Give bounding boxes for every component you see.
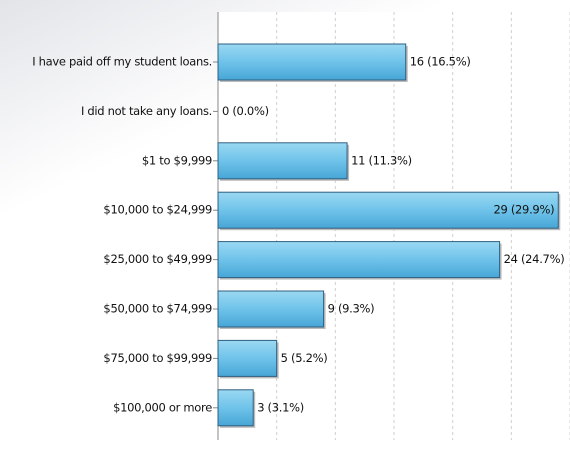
y-tick-label: I have paid off my student loans. [32,55,212,69]
value-label: 24 (24.7%) [504,252,565,266]
y-tick-label: $1 to $9,999 [142,153,212,167]
y-tick-label: $100,000 or more [113,400,212,414]
bar [217,142,348,180]
value-label: 3 (3.1%) [257,400,304,414]
value-label: 9 (9.3%) [328,302,375,316]
y-tick-label: I did not take any loans. [81,104,212,118]
y-tick-label: $25,000 to $49,999 [103,252,212,266]
bar [217,290,325,328]
y-tick-label: $50,000 to $74,999 [103,302,212,316]
bar [217,339,278,377]
y-tick-label: $75,000 to $99,999 [103,351,212,365]
bar [217,43,407,81]
bar [217,191,559,229]
value-label: 16 (16.5%) [410,55,471,69]
bar [217,389,254,427]
y-tick-label: $10,000 to $24,999 [103,203,212,217]
value-label: 11 (11.3%) [351,153,412,167]
bar [217,241,501,279]
value-label: 5 (5.2%) [281,351,328,365]
value-label: 0 (0.0%) [222,104,269,118]
value-label: 29 (29.9%) [493,203,554,217]
